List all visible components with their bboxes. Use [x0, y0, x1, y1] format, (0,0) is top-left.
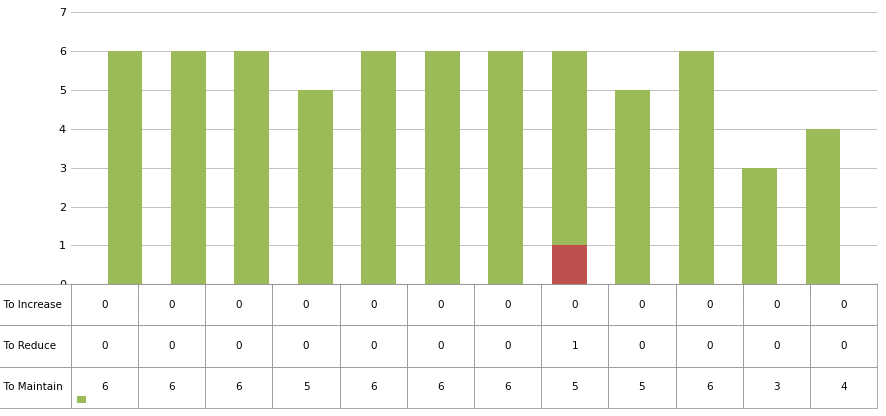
Bar — [805, 129, 841, 284]
Bar — [742, 168, 777, 284]
Bar — [679, 51, 713, 284]
Bar — [552, 245, 587, 284]
FancyBboxPatch shape — [77, 396, 86, 403]
Bar — [171, 51, 206, 284]
Bar — [361, 51, 396, 284]
Bar — [298, 90, 333, 284]
FancyBboxPatch shape — [77, 396, 86, 403]
Bar — [615, 90, 650, 284]
Bar — [488, 51, 524, 284]
Bar — [552, 51, 587, 245]
Bar — [424, 51, 460, 284]
FancyBboxPatch shape — [77, 396, 86, 403]
Bar — [235, 51, 269, 284]
Bar — [107, 51, 143, 284]
